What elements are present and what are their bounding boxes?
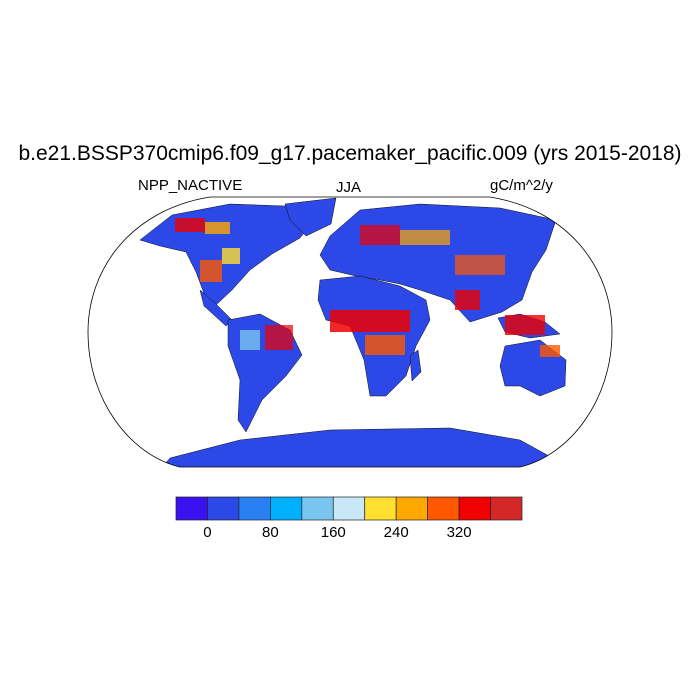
colorbar-box <box>364 496 397 521</box>
colorbar-tick-label: 0 <box>203 524 212 541</box>
colorbar-box <box>332 496 366 521</box>
colorbar-box <box>427 496 460 521</box>
season-label: JJA <box>336 179 362 196</box>
colorbar-box <box>490 496 523 521</box>
colorbar-box <box>458 496 491 521</box>
colorbar-box <box>175 496 208 521</box>
plot-title: b.e21.BSSP370cmip6.f09_g17.pacemaker_pac… <box>18 142 682 165</box>
variable-name: NPP_NACTIVE <box>138 177 243 194</box>
colorbar-tick-label: 240 <box>383 524 409 541</box>
colorbar-box <box>270 496 303 521</box>
madagascar <box>409 349 422 382</box>
colorbar <box>175 496 523 521</box>
units-label: gC/m^2/y <box>490 177 553 194</box>
colorbar-tick-label: 320 <box>446 524 472 541</box>
greenland <box>284 197 337 237</box>
map-outline <box>87 196 613 468</box>
land-layer <box>139 197 567 467</box>
colorbar-tick-label: 80 <box>262 524 279 541</box>
colorbar-box <box>238 496 271 521</box>
npp-high-patches <box>175 218 560 357</box>
colorbar-box <box>207 496 240 521</box>
antarctica <box>159 427 561 467</box>
colorbar-box <box>301 496 334 521</box>
colorbar-tick-label: 160 <box>320 524 346 541</box>
colorbar-box <box>395 496 428 521</box>
